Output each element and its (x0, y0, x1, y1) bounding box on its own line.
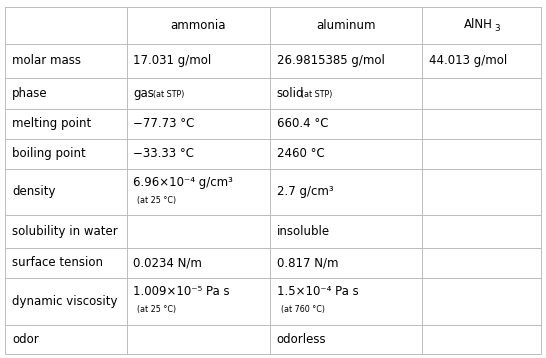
Text: insoluble: insoluble (277, 225, 330, 238)
Text: 3: 3 (494, 24, 500, 33)
Text: 2.7 g/cm³: 2.7 g/cm³ (277, 185, 334, 198)
Text: odor: odor (12, 333, 39, 346)
Text: melting point: melting point (12, 117, 91, 130)
Text: 2460 °C: 2460 °C (277, 147, 324, 160)
Text: −33.33 °C: −33.33 °C (133, 147, 194, 160)
Text: 0.817 N/m: 0.817 N/m (277, 256, 338, 270)
Text: (at 760 °C): (at 760 °C) (281, 305, 325, 314)
Text: 26.9815385 g/mol: 26.9815385 g/mol (277, 54, 384, 67)
Text: (at STP): (at STP) (147, 90, 184, 99)
Text: 1.5×10⁻⁴ Pa s: 1.5×10⁻⁴ Pa s (277, 285, 359, 298)
Text: solubility in water: solubility in water (12, 225, 118, 238)
Text: odorless: odorless (277, 333, 327, 346)
Text: molar mass: molar mass (12, 54, 81, 67)
Text: 0.0234 N/m: 0.0234 N/m (133, 256, 202, 270)
Text: phase: phase (12, 87, 48, 100)
Text: dynamic viscosity: dynamic viscosity (12, 295, 117, 308)
Text: gas: gas (133, 87, 154, 100)
Text: 660.4 °C: 660.4 °C (277, 117, 328, 130)
Text: 6.96×10⁻⁴ g/cm³: 6.96×10⁻⁴ g/cm³ (133, 176, 233, 189)
Text: density: density (12, 185, 56, 198)
Text: AlNH: AlNH (464, 18, 493, 31)
Text: solid: solid (277, 87, 304, 100)
Text: aluminum: aluminum (317, 19, 376, 32)
Text: surface tension: surface tension (12, 256, 103, 270)
Text: (at STP): (at STP) (296, 90, 333, 99)
Text: (at 25 °C): (at 25 °C) (138, 196, 176, 205)
Text: ammonia: ammonia (170, 19, 226, 32)
Text: boiling point: boiling point (12, 147, 86, 160)
Text: 1.009×10⁻⁵ Pa s: 1.009×10⁻⁵ Pa s (133, 285, 230, 298)
Text: 44.013 g/mol: 44.013 g/mol (429, 54, 507, 67)
Text: −77.73 °C: −77.73 °C (133, 117, 194, 130)
Text: (at 25 °C): (at 25 °C) (138, 305, 176, 314)
Text: 17.031 g/mol: 17.031 g/mol (133, 54, 211, 67)
